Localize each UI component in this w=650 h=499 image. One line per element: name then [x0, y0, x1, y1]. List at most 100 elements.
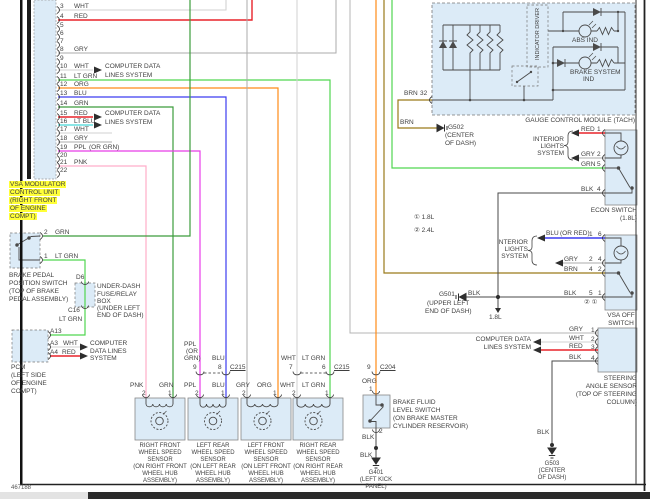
abs-resistor — [596, 26, 615, 36]
pcm-caption: PCM — [11, 364, 26, 371]
fusebox-caption: (UNDER LEFT — [97, 305, 140, 312]
sensor-caption: LEFT REAR — [196, 443, 230, 449]
fluid-pin-number: 2 — [379, 428, 383, 435]
wire-color-label: LT GRN — [55, 253, 79, 260]
gauge-resistor-1 — [466, 25, 474, 70]
sensor-caption: (ON LEFT REAR — [190, 464, 236, 470]
vsa-pin-number: 21 — [60, 159, 68, 166]
wire-color-label: LT GRN — [74, 73, 98, 80]
vsa-pin-number: 19 — [60, 144, 68, 151]
wire-color-label: BLK — [468, 290, 481, 297]
fluid-caption: CYLINDER RESERVOIR) — [393, 423, 469, 430]
frame-left — [20, 0, 23, 484]
connector-pin-number: 9 — [367, 364, 371, 371]
connector-pin-number: 6 — [322, 364, 326, 371]
coil-lr — [199, 398, 227, 408]
connector-pin-number: 8 — [218, 364, 222, 371]
vsaoff-pin-number: 1 — [598, 290, 602, 297]
vsa-pin-number: 9 — [60, 55, 64, 62]
wire-color-label: WHT — [280, 382, 295, 389]
fusebox-caption: END OF DASH) — [97, 312, 144, 319]
sensor-internals — [145, 398, 331, 430]
gauge-resistor-3 — [486, 25, 494, 70]
fluid-switch-blade — [369, 395, 384, 428]
vsaoff-lamp-icon — [613, 245, 629, 261]
wire-color-label: BLK — [360, 452, 373, 459]
sensor-caption: WHEEL SPEED — [138, 450, 182, 456]
wire-color-label: ORG — [257, 382, 272, 389]
wire-color-label: PPL — [184, 382, 197, 389]
vsa-pin-number: 12 — [60, 81, 68, 88]
sensor-pin-number: 2 — [292, 390, 296, 397]
connector-pin-number: 9 — [193, 364, 197, 371]
wire-wht-pin3 — [58, 0, 227, 11]
abs-ind-label: ABS IND — [572, 37, 599, 44]
coil-lf — [246, 398, 279, 408]
wire-color-label: GRY — [569, 326, 583, 333]
econ-lamp-filament — [616, 145, 626, 150]
fluid-caption: BRAKE FLUID — [393, 399, 436, 406]
wire-color-label: GRN — [55, 229, 70, 236]
wire-color-label: PNK — [74, 159, 88, 166]
fluid-caption: LEVEL SWITCH — [393, 407, 441, 414]
wire-color-label: WHT — [74, 126, 89, 133]
wire-color-label: WHT — [63, 340, 78, 347]
wire-ltgrn-econ — [391, 0, 605, 169]
vsa-pin-number: 20 — [60, 152, 68, 159]
interior-lights-note: SYSTEM — [537, 150, 564, 157]
arrow-left-icon — [533, 338, 541, 346]
brake-pedal-circuit — [15, 235, 41, 261]
wire-color-label: RED — [74, 13, 88, 20]
vsa-pin-number: 11 — [60, 73, 67, 80]
wire-color-label: BLU — [74, 90, 87, 97]
wire-color-label: BLK — [569, 354, 582, 361]
sensor-caption: WHEEL HUB — [248, 471, 284, 477]
pedal-pin-number: 1 — [44, 253, 48, 260]
computer-data-note: COMPUTER — [90, 340, 128, 347]
sensor-caption: WHEEL SPEED — [296, 450, 340, 456]
steering-pin-number: 4 — [591, 355, 595, 362]
computer-data-note: SYSTEM — [90, 355, 117, 362]
vsa-title-line: (RIGHT FRONT — [9, 197, 58, 204]
wires — [43, 0, 605, 460]
sensor-caption: (ON LEFT FRONT — [241, 464, 291, 470]
gauge-diode-legs — [442, 25, 454, 70]
wire-grn-pin14 — [58, 106, 174, 398]
computer-data-note: LINES SYSTEM — [105, 119, 153, 126]
wire-pnk-pin21 — [58, 165, 147, 398]
brake-fluid-circuit — [368, 395, 384, 428]
ground-g503-icon — [547, 447, 557, 455]
ground-label-g503: OF DASH) — [537, 475, 567, 481]
steering-caption: (TOP OF STEERING — [575, 391, 637, 398]
wire-grn-pedal — [43, 0, 191, 237]
indicator-driver-label: INDICATOR DRIVER — [534, 7, 541, 61]
vsaoff-lamp-leads — [605, 237, 622, 264]
wire-color-label: BLU — [212, 382, 225, 389]
gauge-bus — [443, 24, 500, 71]
fusebox-caption: BOX — [97, 298, 111, 305]
sensor-caption: SENSOR — [147, 457, 173, 463]
gauge-subswitch-box — [511, 65, 539, 87]
sensor-caption: LEFT FRONT — [247, 443, 285, 449]
computer-data-note: LINES SYSTEM — [483, 344, 531, 351]
wire-color-label: GRY — [581, 151, 595, 158]
wire-color-label: GRN) — [184, 355, 201, 362]
sensor-caption: RIGHT REAR — [299, 443, 337, 449]
sensor-caption: (ON RIGHT REAR — [293, 464, 343, 470]
steering-caption: STEERING — [603, 375, 637, 382]
econ-switch-circuit — [605, 132, 634, 194]
wire-color-label: PPL — [74, 144, 87, 151]
arrow-left-icon — [533, 346, 541, 354]
sensor-caption: WHEEL HUB — [195, 471, 231, 477]
pcm-pin-arcs — [47, 331, 51, 360]
sensor-pin-number: 2 — [195, 390, 199, 397]
variant-note-1: ① 1.8L — [414, 214, 435, 221]
variant-marks: ② ① — [584, 299, 598, 306]
vsa-pin-number: 5 — [60, 22, 64, 29]
sensor-caption: WHEEL HUB — [300, 471, 336, 477]
vsa-off-switch-box — [604, 234, 638, 311]
vsaoff-caption: VSA OFF — [607, 312, 635, 319]
wire-org-pin12 — [58, 87, 279, 398]
indicator-driver-box — [526, 4, 549, 68]
